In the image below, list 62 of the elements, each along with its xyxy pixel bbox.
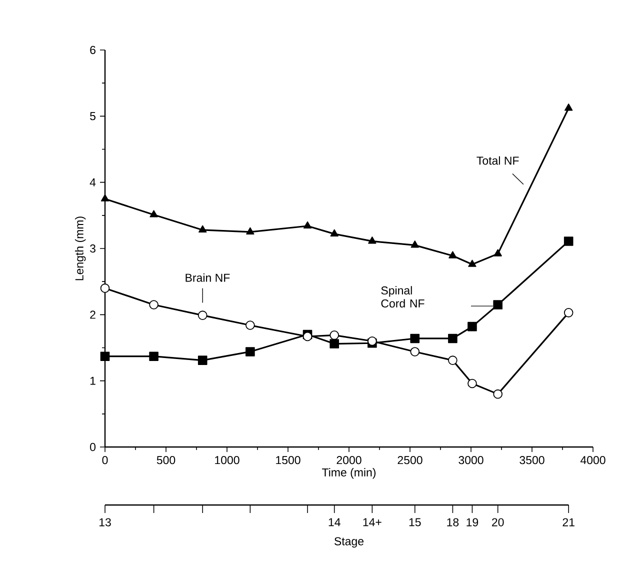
point	[410, 334, 420, 344]
y-tick-label: 4	[90, 178, 96, 186]
x-tick-label: 0	[102, 456, 108, 464]
point	[246, 347, 255, 356]
point	[448, 334, 458, 344]
point	[330, 229, 338, 236]
x-tick-label: 1000	[215, 456, 240, 464]
annotation: 14	[328, 518, 340, 526]
annotation: 15	[409, 518, 421, 526]
y-tick-label: 2	[90, 310, 96, 319]
point	[564, 308, 574, 318]
point	[448, 251, 457, 258]
series-label: Total NF	[476, 156, 519, 165]
point	[198, 310, 208, 320]
y-tick-label: 0	[90, 442, 96, 452]
x-axis-title: Time (min)	[322, 468, 376, 479]
point	[246, 227, 254, 235]
point	[468, 378, 477, 388]
point	[448, 356, 458, 365]
point	[150, 210, 158, 218]
point	[246, 320, 255, 330]
point	[198, 225, 207, 233]
point	[493, 300, 502, 310]
text: Spinal Cord NF	[381, 286, 424, 308]
point	[564, 236, 574, 246]
annotation: 21	[562, 518, 574, 526]
x-tick-label: 2500	[398, 456, 422, 464]
text: Brain NF	[186, 273, 230, 282]
x-tick-label: 1500	[276, 456, 300, 464]
x-tick-label: 3000	[458, 456, 484, 464]
annotation: 13	[99, 518, 111, 526]
annotation: 14+	[363, 518, 382, 526]
point	[198, 356, 208, 365]
point	[564, 104, 573, 111]
point	[468, 322, 477, 332]
point	[149, 300, 158, 310]
annotation: 20	[492, 518, 504, 526]
point	[149, 352, 158, 361]
x2-axis-title: Stage	[334, 537, 364, 548]
x-tick-label: 2000	[336, 456, 362, 464]
y-tick-label: 3	[90, 244, 96, 253]
y-tick-label: 1	[90, 376, 96, 385]
point	[100, 194, 110, 202]
point	[330, 330, 340, 340]
point	[303, 221, 312, 229]
point	[100, 352, 110, 361]
point	[493, 389, 502, 399]
y-tick-label: 6	[90, 46, 96, 54]
x-tick-label: 4000	[580, 456, 606, 464]
x-tick-label: 3500	[520, 456, 544, 464]
y-axis-title: Length (mm)	[74, 216, 86, 280]
point	[410, 347, 420, 356]
point	[494, 249, 502, 256]
annotation: 19	[466, 518, 478, 526]
point	[468, 260, 476, 267]
point	[368, 236, 376, 244]
annotation: 18	[447, 518, 459, 526]
point	[330, 339, 340, 348]
point	[100, 284, 110, 293]
x-tick-label: 500	[156, 456, 176, 464]
y-tick-label: 5	[90, 112, 96, 120]
point	[410, 240, 419, 248]
